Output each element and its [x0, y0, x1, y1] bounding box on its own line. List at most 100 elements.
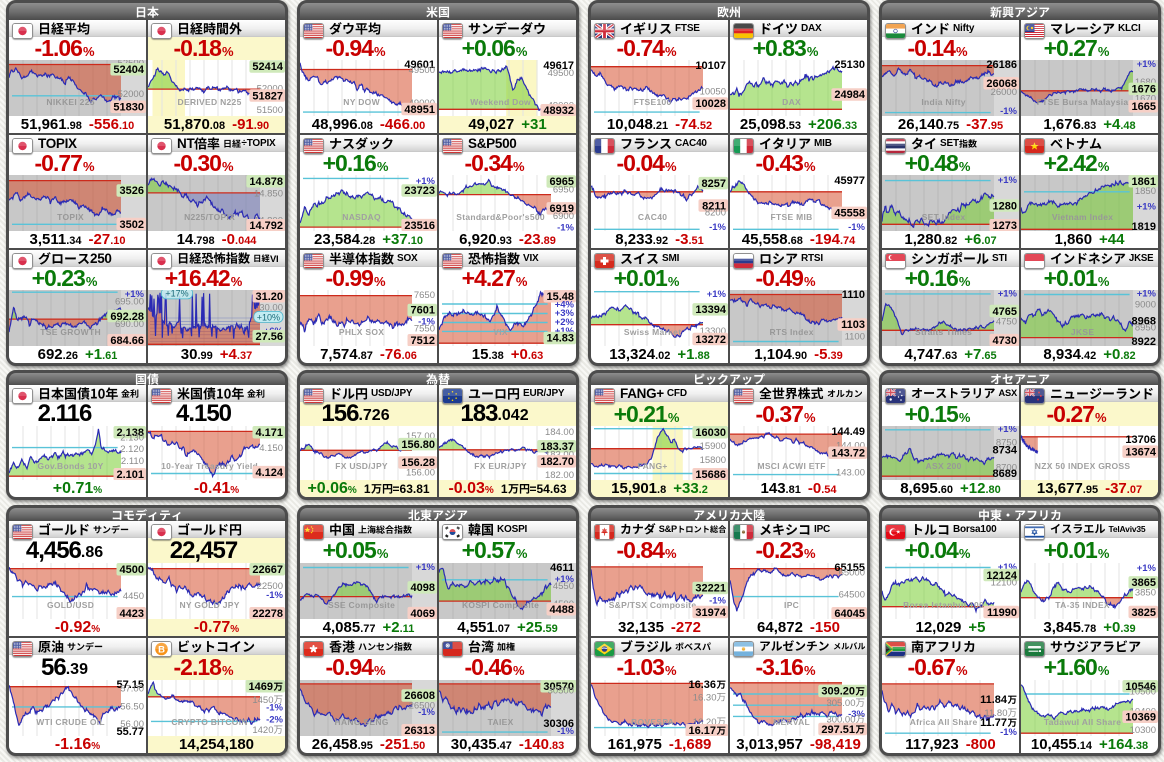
svg-text:26608: 26608: [404, 690, 435, 702]
svg-text:1680: 1680: [1135, 77, 1156, 88]
svg-text:+1%: +1%: [416, 176, 436, 187]
svg-text:4.124: 4.124: [255, 467, 283, 479]
svg-text:15800: 15800: [700, 455, 726, 466]
svg-text:1100: 1100: [845, 331, 865, 342]
svg-text:9000: 9000: [1135, 300, 1156, 311]
svg-text:+2%: +2%: [555, 317, 575, 328]
svg-text:-1%: -1%: [266, 702, 283, 713]
svg-text:8922: 8922: [1132, 336, 1156, 346]
svg-text:156.28: 156.28: [401, 457, 435, 469]
svg-text:10300: 10300: [1130, 725, 1156, 736]
svg-text:31974: 31974: [695, 607, 726, 619]
svg-text:1861: 1861: [1132, 176, 1156, 188]
svg-text:SSE Composite: SSE Composite: [328, 600, 395, 610]
svg-text:JKSE: JKSE: [1071, 327, 1094, 337]
svg-text:-1%: -1%: [557, 223, 574, 232]
svg-text:1450万: 1450万: [252, 695, 283, 706]
svg-text:S&P/TSX Composite: S&P/TSX Composite: [609, 600, 697, 610]
svg-text:49617: 49617: [543, 60, 574, 72]
svg-text:NZX 50 INDEX GROSS: NZX 50 INDEX GROSS: [1035, 461, 1131, 471]
svg-text:1670: 1670: [1135, 94, 1156, 105]
svg-text:64045: 64045: [834, 608, 865, 619]
svg-text:4500: 4500: [120, 564, 144, 576]
svg-text:692.28: 692.28: [110, 311, 144, 323]
svg-text:GOLD/USD: GOLD/USD: [47, 600, 94, 610]
svg-text:4765: 4765: [993, 306, 1017, 318]
svg-text:297.51: 297.51: [821, 724, 855, 736]
svg-text:10369: 10369: [1125, 712, 1156, 724]
svg-text:144.49: 144.49: [831, 426, 865, 438]
svg-text:8257: 8257: [702, 178, 726, 190]
svg-text:6965: 6965: [550, 176, 574, 188]
svg-text:3526: 3526: [120, 185, 144, 197]
svg-text:157.00: 157.00: [406, 431, 435, 442]
svg-text:8950: 8950: [1135, 323, 1156, 334]
svg-text:10050: 10050: [700, 86, 726, 97]
svg-text:26000: 26000: [991, 87, 1017, 98]
svg-text:12100: 12100: [991, 578, 1017, 589]
svg-text:MSCI ACWI ETF: MSCI ACWI ETF: [757, 461, 825, 471]
svg-text:690.00: 690.00: [115, 319, 144, 330]
svg-text:1469: 1469: [249, 681, 273, 693]
svg-text:+1%: +1%: [998, 563, 1018, 573]
svg-text:24984: 24984: [834, 89, 865, 101]
svg-text:1103: 1103: [841, 319, 865, 331]
svg-text:FTSE Bursa Malaysia: FTSE Bursa Malaysia: [1037, 97, 1129, 107]
svg-text:TA-35 INDEX: TA-35 INDEX: [1055, 600, 1110, 610]
svg-text:11.84: 11.84: [980, 694, 1008, 706]
svg-text:+10%: +10%: [257, 312, 280, 322]
svg-text:-1%: -1%: [709, 222, 726, 231]
svg-text:182.00: 182.00: [545, 470, 574, 480]
svg-text:2.110: 2.110: [121, 456, 144, 467]
svg-text:10500: 10500: [1130, 687, 1156, 698]
svg-text:56.00: 56.00: [120, 719, 144, 730]
svg-text:MERVAL: MERVAL: [773, 717, 810, 727]
svg-text:PHLX SOX: PHLX SOX: [339, 327, 384, 337]
svg-text:48932: 48932: [543, 105, 574, 116]
svg-text:NY DOW: NY DOW: [343, 97, 380, 107]
svg-text:7601: 7601: [411, 305, 435, 317]
svg-text:56.50: 56.50: [120, 701, 144, 712]
svg-text:SET Index: SET Index: [922, 212, 966, 222]
svg-text:143.72: 143.72: [831, 448, 865, 460]
svg-text:15686: 15686: [695, 469, 726, 480]
svg-text:11.77: 11.77: [980, 717, 1007, 729]
svg-text:6919: 6919: [550, 203, 574, 215]
svg-text:+1%: +1%: [125, 290, 145, 300]
svg-text:4.171: 4.171: [255, 427, 283, 439]
svg-text:+1%: +1%: [998, 175, 1018, 186]
svg-text:-3%: -3%: [848, 709, 865, 720]
svg-text:2.130: 2.130: [120, 432, 144, 443]
svg-text:IPC: IPC: [784, 600, 799, 610]
svg-text:12124: 12124: [986, 570, 1017, 582]
svg-text:India Nifty: India Nifty: [921, 97, 965, 107]
svg-text:Vietnam Index: Vietnam Index: [1052, 212, 1113, 222]
svg-text:3502: 3502: [120, 219, 144, 231]
svg-text:23723: 23723: [404, 185, 435, 197]
svg-text:184.00: 184.00: [545, 427, 574, 438]
svg-text:Swiss Market: Swiss Market: [624, 327, 681, 337]
svg-text:144.00: 144.00: [836, 440, 865, 451]
svg-text:CAC40: CAC40: [638, 212, 667, 222]
svg-text:N225/TOPIX: N225/TOPIX: [184, 212, 235, 222]
svg-text:-1%: -1%: [418, 316, 435, 327]
svg-text:+1%: +1%: [555, 326, 575, 337]
svg-text:49500: 49500: [409, 65, 435, 76]
svg-text:57.15: 57.15: [116, 680, 144, 691]
svg-text:57.00: 57.00: [120, 683, 144, 694]
svg-text:4450: 4450: [123, 591, 144, 602]
svg-text:NIKKEI 225: NIKKEI 225: [46, 97, 94, 107]
svg-text:-2%: -2%: [266, 715, 283, 726]
svg-text:4488: 4488: [550, 604, 574, 616]
svg-text:KOSPI Composite: KOSPI Composite: [462, 600, 539, 610]
svg-text:4.150: 4.150: [259, 443, 283, 454]
svg-text:305.00万: 305.00万: [826, 698, 865, 709]
svg-text:45977: 45977: [834, 175, 865, 187]
svg-text:8211: 8211: [702, 200, 726, 212]
svg-text:14.792: 14.792: [249, 220, 283, 231]
svg-text:HANG SENG: HANG SENG: [335, 717, 389, 727]
svg-text:51830: 51830: [113, 102, 144, 114]
svg-text:4730: 4730: [993, 335, 1017, 346]
svg-text:CRYPTO BITCOIN: CRYPTO BITCOIN: [171, 717, 247, 727]
svg-text:30570: 30570: [543, 681, 574, 693]
